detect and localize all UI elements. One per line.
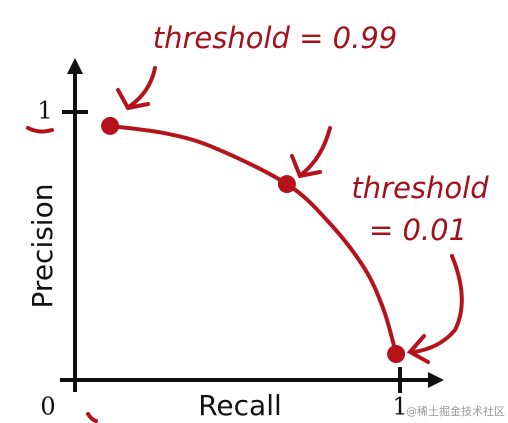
point [277, 175, 296, 194]
point [387, 345, 406, 364]
x-tick-label: 0 [40, 393, 55, 421]
arrow [300, 126, 332, 176]
arrow [412, 254, 464, 354]
x-axis-label: Recall [198, 389, 282, 422]
point [101, 116, 120, 135]
annotation: threshold [351, 171, 489, 205]
arrow-head [116, 88, 150, 111]
pointer-arrows [26, 66, 464, 423]
scribble [26, 126, 54, 134]
curve [108, 123, 399, 357]
annotation: threshold = 0.99 [153, 21, 398, 55]
x-tick-label: 1 [392, 393, 407, 421]
watermark: @稀土掘金技术社区 [406, 404, 505, 418]
arrow-head [406, 334, 430, 364]
annotation: = 0.01 [369, 213, 467, 247]
arrow-head [290, 154, 322, 179]
y-axis-label: Precision [26, 184, 59, 309]
scribble [86, 412, 98, 423]
arrow [128, 66, 157, 108]
y-tick-label: 1 [37, 97, 52, 125]
